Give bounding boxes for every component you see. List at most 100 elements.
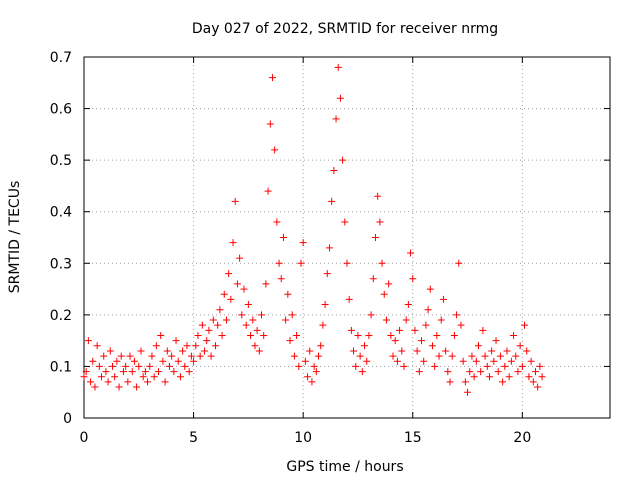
data-point [192, 342, 200, 350]
data-point [424, 306, 432, 314]
data-point [104, 378, 112, 386]
data-point [159, 357, 167, 365]
data-point [413, 347, 421, 355]
data-point [209, 316, 217, 324]
data-point [288, 311, 296, 319]
data-point [529, 378, 537, 386]
data-point [231, 197, 239, 205]
data-point [295, 362, 303, 370]
data-point [165, 362, 173, 370]
data-point [244, 301, 252, 309]
data-point [376, 218, 384, 226]
data-point [363, 357, 371, 365]
data-point [470, 373, 478, 381]
data-point [374, 192, 382, 200]
data-point [205, 326, 213, 334]
data-point [212, 342, 219, 350]
data-point [341, 218, 349, 226]
data-point [527, 357, 535, 365]
data-point [492, 337, 500, 345]
data-point [304, 373, 312, 381]
data-point [378, 259, 386, 267]
data-point [422, 321, 430, 329]
data-point [117, 352, 125, 360]
data-point [343, 259, 351, 267]
data-point [98, 373, 106, 381]
data-point [433, 331, 441, 339]
data-point [106, 347, 114, 355]
data-point [350, 347, 358, 355]
data-point [389, 352, 397, 360]
data-point [457, 321, 465, 329]
data-point [236, 254, 244, 262]
data-point [89, 357, 97, 365]
data-point [84, 337, 92, 345]
data-point [227, 295, 235, 303]
data-point [442, 347, 450, 355]
data-point [455, 259, 463, 267]
axis-ticks [83, 56, 610, 419]
data-point [339, 156, 347, 164]
data-point [214, 321, 222, 329]
data-point [247, 331, 255, 339]
data-point [431, 362, 439, 370]
data-point [367, 311, 375, 319]
data-point [499, 378, 507, 386]
data-point [496, 352, 504, 360]
data-point [466, 368, 474, 376]
data-point [485, 373, 493, 381]
data-point [82, 368, 90, 376]
data-point [382, 316, 390, 324]
data-point [505, 373, 513, 381]
y-tick-label: 0 [63, 411, 72, 427]
data-point [477, 368, 485, 376]
data-point [279, 234, 287, 241]
data-point [420, 357, 428, 365]
plot-frame [83, 56, 611, 419]
data-point [139, 373, 147, 381]
data-point [490, 357, 498, 365]
data-point [187, 352, 195, 360]
data-point [306, 347, 314, 355]
data-point [371, 234, 379, 241]
data-point [122, 362, 130, 370]
data-point [503, 347, 511, 355]
data-point [494, 368, 502, 376]
data-point [345, 295, 353, 303]
data-point [185, 368, 193, 376]
x-tick-label: 0 [80, 430, 89, 446]
data-point [409, 275, 417, 283]
y-tick-label: 0.3 [50, 256, 72, 272]
axis-tick-labels: 0 5 10 15 20 0 0.1 0.2 0.3 0.4 0.5 0.6 0.7 [50, 50, 532, 446]
data-point [437, 316, 445, 324]
data-point [347, 326, 355, 334]
data-point [428, 342, 436, 350]
data-point [481, 352, 489, 360]
data-point [168, 352, 176, 360]
data-point [80, 373, 88, 381]
data-point [525, 373, 533, 381]
data-point [297, 259, 305, 267]
data-point [152, 342, 160, 350]
x-tick-label: 20 [513, 430, 531, 446]
data-point [271, 146, 279, 154]
data-point [510, 331, 518, 339]
data-point [251, 342, 259, 350]
data-point [446, 378, 454, 386]
data-point [407, 249, 415, 257]
data-point [119, 368, 127, 376]
data-point [141, 368, 149, 376]
data-point [400, 362, 408, 370]
data-point [218, 331, 226, 339]
data-point [330, 166, 338, 174]
data-point [282, 316, 290, 324]
data-point [459, 357, 467, 365]
data-point [301, 357, 309, 365]
data-point [229, 239, 237, 247]
y-tick-label: 0.2 [50, 308, 72, 324]
data-point [135, 362, 143, 370]
data-point [174, 357, 182, 365]
data-point [220, 290, 228, 298]
data-point [356, 352, 364, 360]
y-tick-label: 0.5 [50, 153, 72, 169]
